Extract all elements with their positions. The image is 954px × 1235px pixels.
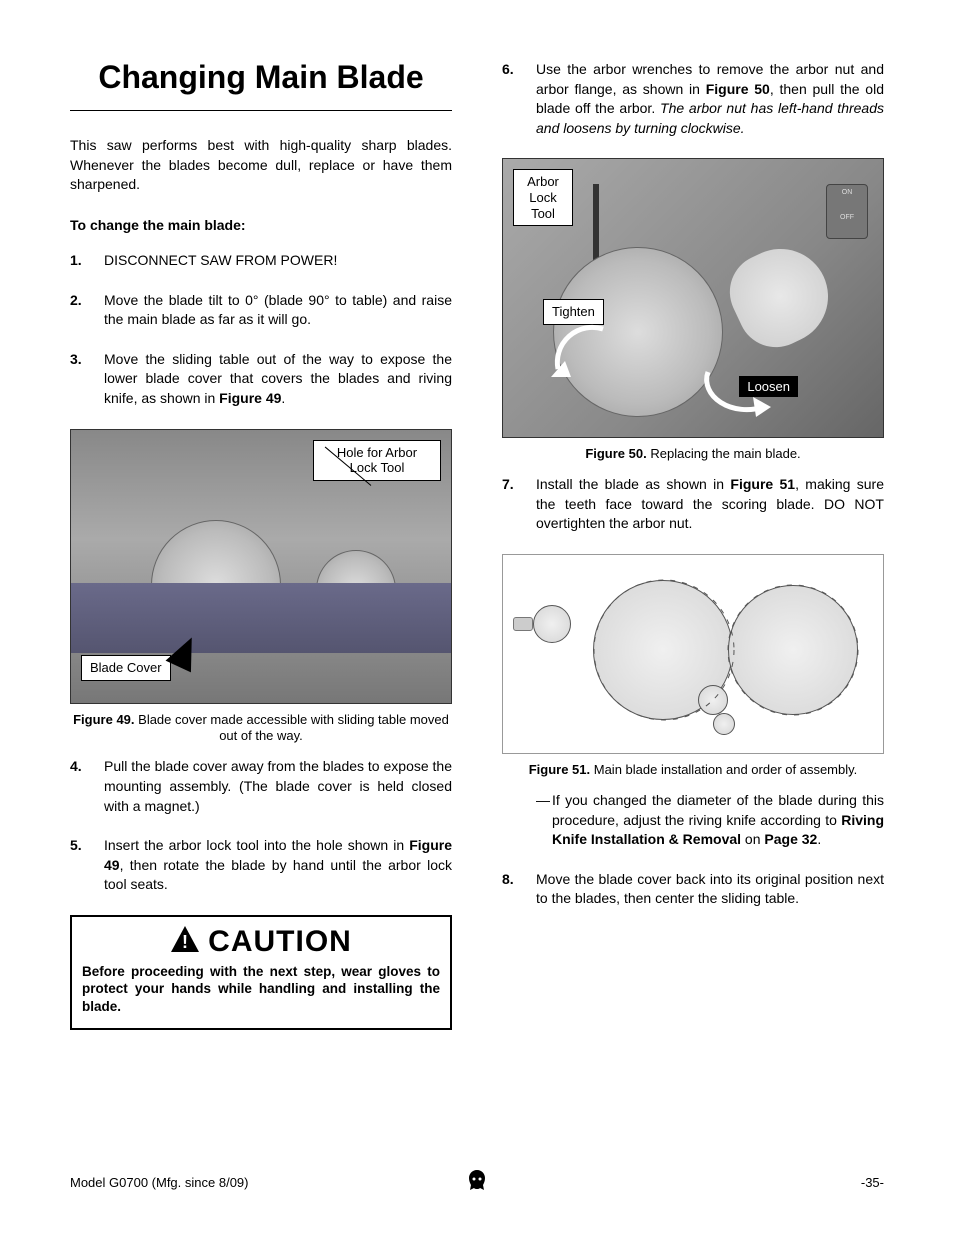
step-3-figref: Figure 49 — [219, 390, 281, 406]
steps-list-right: Use the arbor wrenches to remove the arb… — [502, 60, 884, 138]
step-1: DISCONNECT SAW FROM POWER! — [70, 251, 452, 271]
figure-50-label-tool: Arbor Lock Tool — [513, 169, 573, 226]
step-5-text-c: , then rotate the blade by hand until th… — [104, 857, 452, 893]
figure-50-image: Arbor Lock Tool Tighten Loosen ON OFF — [502, 158, 884, 438]
step-7: Install the blade as shown in Figure 51,… — [502, 475, 884, 534]
step-3-text-c: . — [281, 390, 285, 406]
left-column: Changing Main Blade This saw performs be… — [70, 60, 452, 1030]
footer-page-number: -35- — [861, 1175, 884, 1190]
figure-51-image — [502, 554, 884, 754]
caution-box: ! CAUTION Before proceeding with the nex… — [70, 915, 452, 1030]
step-8: Move the blade cover back into its origi… — [502, 870, 884, 909]
step-7-text-a: Install the blade as shown in — [536, 476, 730, 492]
figure-50-switch: ON OFF — [826, 184, 868, 239]
intro-paragraph: This saw performs best with high-quality… — [70, 136, 452, 195]
footer-model: Model G0700 (Mfg. since 8/09) — [70, 1175, 248, 1190]
step-4: Pull the blade cover away from the blade… — [70, 757, 452, 816]
caution-body: Before proceeding with the next step, we… — [82, 963, 440, 1016]
note-text-e: . — [817, 831, 821, 847]
note-ref-page: Page 32 — [764, 831, 817, 847]
step-5-text-a: Insert the arbor lock tool into the hole… — [104, 837, 409, 853]
title-rule — [70, 110, 452, 111]
figure-50: Arbor Lock Tool Tighten Loosen ON OFF Fi… — [502, 158, 884, 463]
figure-51: Figure 51. Main blade installation and o… — [502, 554, 884, 779]
steps-list-left: DISCONNECT SAW FROM POWER! Move the blad… — [70, 251, 452, 409]
figure-49: Hole for Arbor Lock Tool Blade Cover Fig… — [70, 429, 452, 746]
tighten-arrow-icon — [543, 319, 623, 389]
note-text-a: If you changed the diameter of the blade… — [552, 792, 884, 828]
figure-49-image: Hole for Arbor Lock Tool Blade Cover — [70, 429, 452, 704]
steps-list-right-2: Install the blade as shown in Figure 51,… — [502, 475, 884, 534]
note-text-c: on — [741, 831, 764, 847]
steps-list-left-cont: Pull the blade cover away from the blade… — [70, 757, 452, 895]
figure-49-label-cover: Blade Cover — [81, 655, 171, 681]
figure-49-label-hole: Hole for Arbor Lock Tool — [313, 440, 441, 481]
figure-50-caption: Figure 50. Replacing the main blade. — [502, 446, 884, 463]
loosen-arrow-icon — [693, 362, 783, 422]
footer-logo-icon — [464, 1168, 490, 1197]
page-title: Changing Main Blade — [70, 60, 452, 95]
svg-text:!: ! — [182, 932, 188, 952]
content-columns: Changing Main Blade This saw performs be… — [70, 60, 884, 1030]
right-column: Use the arbor wrenches to remove the arb… — [502, 60, 884, 1030]
steps-list-right-3: Move the blade cover back into its origi… — [502, 870, 884, 909]
page-footer: Model G0700 (Mfg. since 8/09) -35- — [70, 1175, 884, 1190]
figure-49-caption: Figure 49. Blade cover made accessible w… — [70, 712, 452, 746]
diameter-note: If you changed the diameter of the blade… — [502, 791, 884, 850]
warning-triangle-icon: ! — [170, 925, 200, 958]
step-7-figref: Figure 51 — [730, 476, 795, 492]
step-3: Move the sliding table out of the way to… — [70, 350, 452, 409]
procedure-subhead: To change the main blade: — [70, 217, 452, 233]
step-6-figref: Figure 50 — [706, 81, 770, 97]
step-5: Insert the arbor lock tool into the hole… — [70, 836, 452, 895]
step-6: Use the arbor wrenches to remove the arb… — [502, 60, 884, 138]
step-2: Move the blade tilt to 0° (blade 90° to … — [70, 291, 452, 330]
figure-51-caption: Figure 51. Main blade installation and o… — [502, 762, 884, 779]
caution-word: CAUTION — [208, 925, 352, 959]
caution-heading: ! CAUTION — [82, 925, 440, 959]
